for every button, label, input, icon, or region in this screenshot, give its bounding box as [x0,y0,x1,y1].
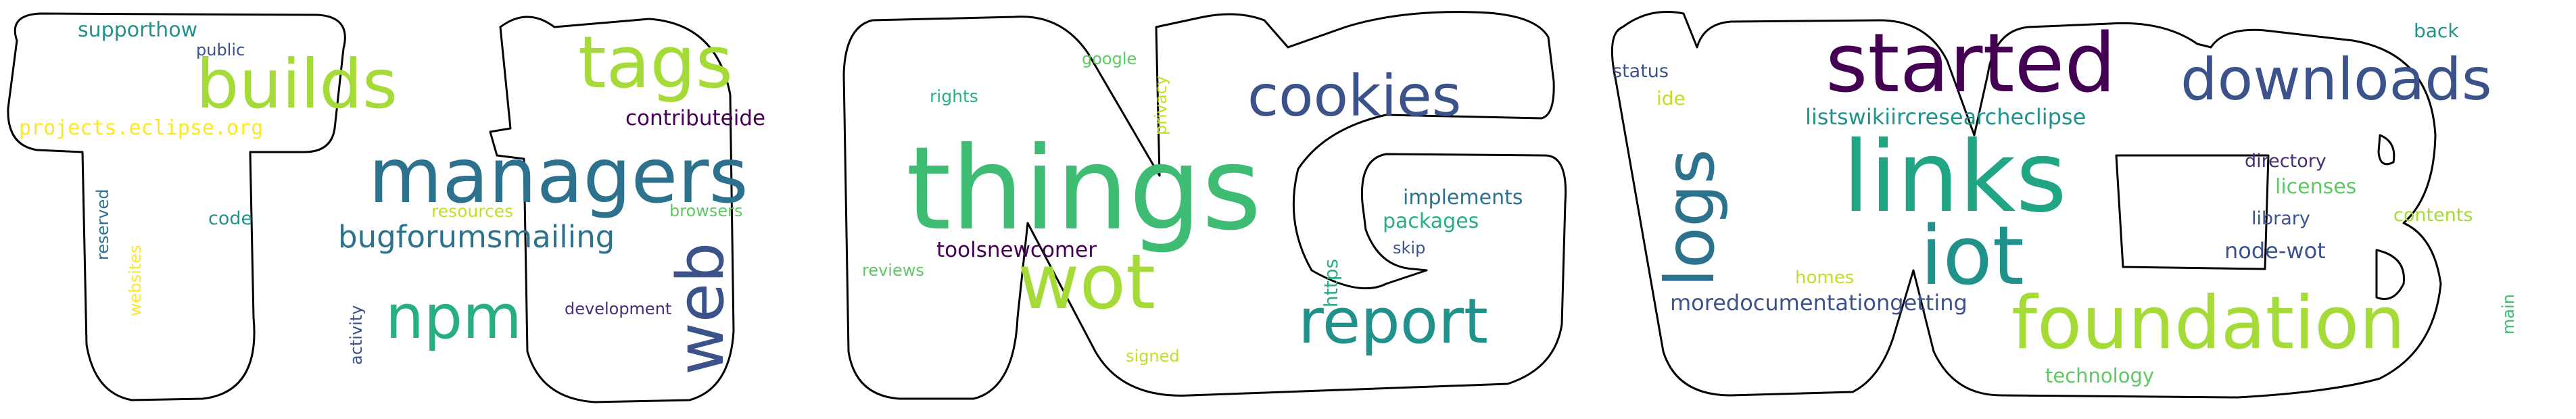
word-links: links [1842,120,2067,235]
word-listswikiircresearcheclipse: listswikiircresearcheclipse [1805,104,2086,130]
word-npm: npm [385,282,522,353]
letter-w-outline [1611,11,2442,399]
word-signed: signed [1126,347,1180,366]
word-supporthow: supporthow [78,18,198,42]
word-main: main [2499,294,2518,335]
word-toolsnewcomer: toolsnewcomer [936,238,1097,262]
word-skip: skip [1393,239,1426,257]
word-code: code [208,208,253,229]
word-status: status [1613,61,1669,82]
word-things: things [906,122,1262,256]
word-browsers: browsers [669,201,743,220]
word-reviews: reviews [862,261,924,280]
letter-t-outline [7,12,346,401]
word-report: report [1298,285,1488,358]
letter-n-outline [842,11,1567,400]
letter-b-lower-counter [2375,249,2405,300]
word-tags: tags [578,21,734,104]
letter-b-upper-counter [2377,134,2395,166]
word-downloads: downloads [2180,46,2492,114]
word-cookies: cookies [1247,63,1462,129]
word-node-wot: node-wot [2224,238,2326,264]
word-logs: logs [1650,149,1730,287]
word-technology: technology [2045,364,2155,387]
word-google: google [1082,49,1137,68]
word-moredocumentationgetting: moredocumentationgetting [1670,290,1967,316]
word-managers: managers [368,132,748,220]
word-library: library [2251,208,2310,229]
word-foundation: foundation [2011,281,2406,366]
word-builds: builds [196,45,398,124]
word-licenses: licenses [2275,175,2357,199]
word-bugforumsmailing: bugforumsmailing [338,219,615,255]
word-iot: iot [1920,210,2024,303]
word-contents: contents [2393,205,2473,226]
word-websites: websites [126,245,145,316]
word-contributeide: contributeide [625,106,766,130]
word-packages: packages [1383,210,1479,233]
word-resources: resources [431,201,514,221]
word-rights: rights [930,87,978,106]
word-homes: homes [1795,268,1855,288]
word-ide: ide [1656,87,1686,109]
word-wot: wot [1018,239,1156,326]
word-development: development [565,299,672,318]
letter-e-inner-counter [2115,154,2270,270]
word-back: back [2414,20,2459,42]
word-started: started [1826,17,2116,111]
word-projects-eclipse-org: projects.eclipse.org [19,116,264,140]
word-activity: activity [347,305,366,365]
word-reserved: reserved [93,189,112,260]
word-web: web [664,242,738,375]
word-directory: directory [2245,151,2327,172]
word-implements: implements [1403,186,1523,210]
letter-g-outline [489,16,735,403]
word-public: public [196,41,245,59]
